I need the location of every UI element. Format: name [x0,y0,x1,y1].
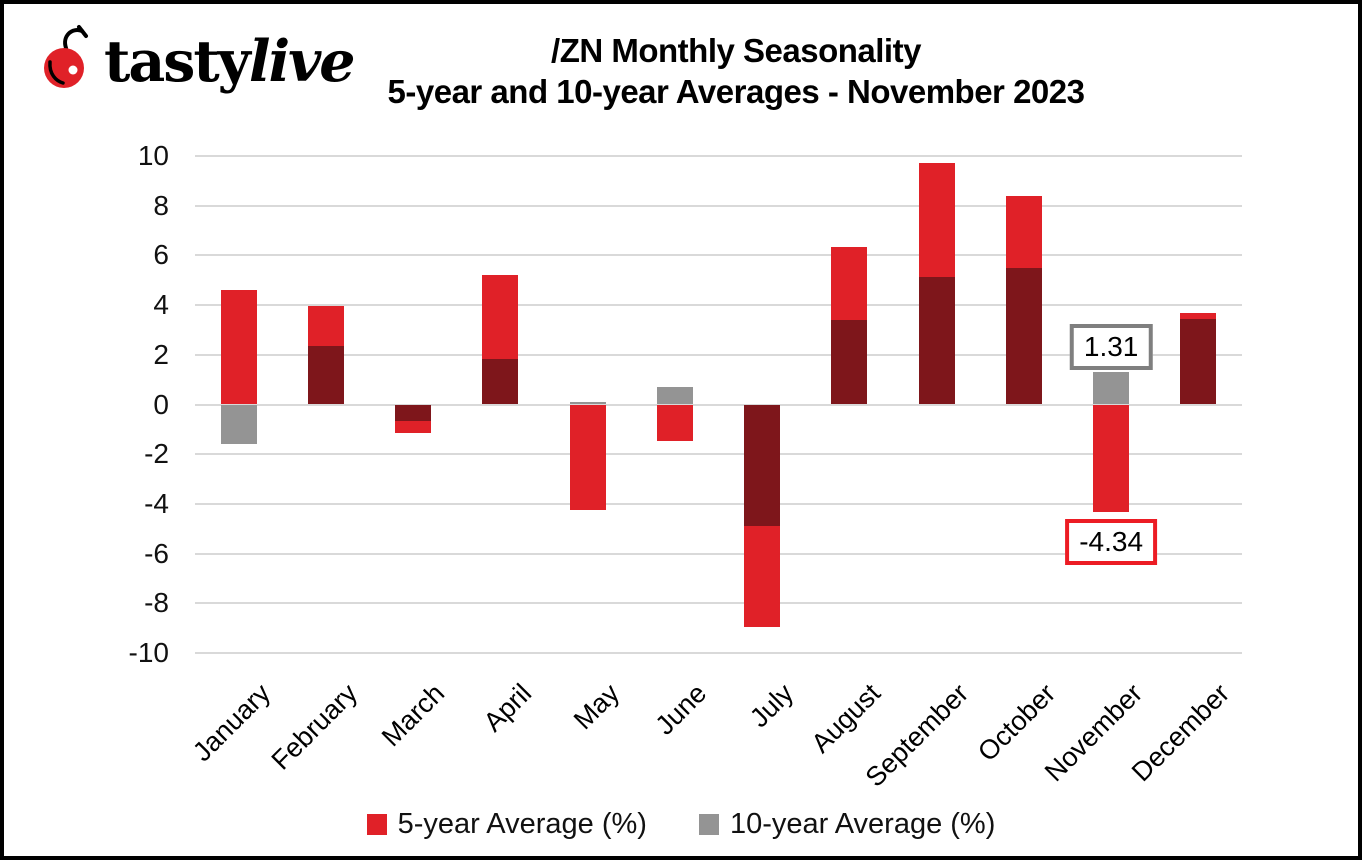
gridline [195,552,1242,555]
bar-segment [220,290,257,405]
chart-title-line1: /ZN Monthly Seasonality [551,32,921,69]
bar-segment [656,387,693,405]
gridline [195,353,1242,356]
gridline [195,652,1242,654]
y-tick-label: 0 [153,388,169,420]
y-tick-label: -6 [144,537,169,569]
legend-label-5yr: 5-year Average (%) [397,808,647,840]
bar-segment [395,420,432,434]
tastylive-logo: tastylive [26,24,356,99]
x-tick-label: July [744,678,800,734]
plot-area [195,155,1242,654]
logo-word-tasty: tasty [104,28,251,95]
y-tick-label: 6 [153,239,169,271]
gridline [195,602,1242,605]
bar-segment [307,306,344,347]
bar-segment [395,404,432,421]
bar-segment [1005,195,1042,268]
bar-segment [569,404,606,511]
cherry-icon [26,24,98,99]
bar-segment [656,404,693,441]
bar-segment [569,402,606,405]
data-label-november-5yr: -4.34 [1065,519,1158,566]
bar-segment [744,526,781,627]
bar-segment [831,246,868,320]
bar-segment [1005,267,1042,405]
y-tick-label: 8 [153,189,169,221]
gridline [195,502,1242,505]
gridline [195,453,1242,456]
gridline [195,254,1242,257]
legend-item-5yr: 5-year Average (%) [366,808,647,841]
x-tick-label: May [567,678,625,736]
y-tick-label: 2 [153,338,169,370]
x-tick-label: February [265,678,364,776]
x-tick-label: June [649,678,713,741]
x-tick-label: January [186,678,276,768]
y-tick-label: -10 [128,637,169,668]
x-tick-label: April [478,678,538,738]
legend-label-10yr: 10-year Average (%) [729,808,996,840]
bar-segment [1093,371,1130,405]
chart-legend: 5-year Average (%) 10-year Average (%) [4,808,1358,841]
bar-segment [1180,312,1217,319]
data-label-november-10yr: 1.31 [1069,323,1153,370]
y-tick-label: -8 [144,587,169,619]
bar-segment [482,358,519,405]
legend-swatch-5yr-icon [366,814,387,835]
bar-segment [744,404,781,527]
y-tick-label: 4 [153,289,169,321]
y-tick-label: -2 [144,438,169,470]
y-tick-label: 10 [137,140,169,171]
chart-title-line2: 5-year and 10-year Averages - November 2… [387,73,1085,110]
y-tick-label: -4 [144,487,169,519]
gridline [195,204,1242,207]
bar-segment [1093,404,1130,513]
x-tick-label: October [971,678,1062,768]
bar-segment [482,275,519,359]
x-axis-labels: January February March April May June July Augu… [187,664,1242,814]
chart-title: /ZN Monthly Seasonality 5-year and 10-ye… [114,30,1358,112]
bar-segment [918,163,955,277]
gridline [195,155,1242,157]
logo-word-live: live [248,28,356,95]
bar-segment [307,346,344,405]
bar-segment [220,404,257,445]
gridline [195,304,1242,307]
legend-swatch-10yr-icon [698,814,719,835]
legend-item-10yr: 10-year Average (%) [698,808,996,841]
bar-segment [831,320,868,405]
bar-segment [1180,318,1217,405]
x-tick-label: March [376,678,451,753]
x-tick-label: August [805,678,887,759]
logo-wordmark: tastylive [104,33,356,90]
bar-segment [918,276,955,405]
gridline [195,403,1242,406]
y-axis-labels: 10 8 6 4 2 0 -2 -4 -6 -8 -10 [59,140,169,668]
